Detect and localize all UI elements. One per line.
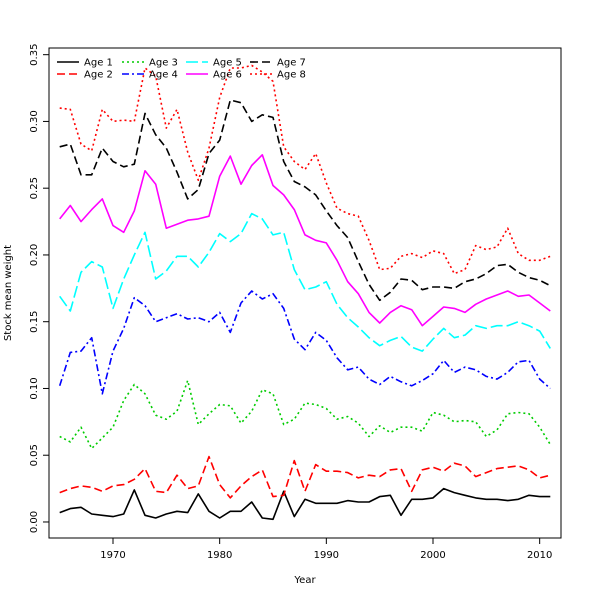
series-line-age-5 [59,212,551,352]
series-line-age-6 [59,154,551,327]
x-tick-label: 1970 [100,550,125,561]
series-line-age-2 [59,455,551,499]
y-tick-label: 0.00 [29,511,40,533]
y-tick-label: 0.30 [29,110,40,132]
series-line-age-3 [59,379,551,450]
legend-entry: Age 2 [84,70,113,81]
legend-entry: Age 8 [277,70,306,81]
series-line-age-7 [59,99,551,302]
x-axis: 1970 1980 1990 2000 2010 [100,538,552,561]
x-tick-label: 1990 [314,550,339,561]
x-axis-label: Year [293,575,316,586]
series-line-age-4 [58,290,551,395]
x-tick-label: 2000 [420,550,445,561]
legend-entry: Age 4 [149,70,178,81]
y-tick-label: 0.20 [29,244,40,266]
y-tick-label: 0.35 [29,44,40,66]
series-lines [58,64,551,521]
x-tick-label: 1980 [207,550,232,561]
y-tick-label: 0.05 [29,444,40,466]
y-tick-label: 0.25 [29,177,40,199]
legend-entry: Age 5 [213,58,242,69]
y-axis: 0.00 0.05 0.10 0.15 0.20 0.25 0.30 0.35 [29,44,49,533]
legend-entry: Age 6 [213,70,242,81]
x-tick-label: 2010 [527,550,552,561]
plot-frame [48,47,562,539]
legend-entry: Age 1 [84,58,113,69]
y-tick-label: 0.15 [29,311,40,333]
series-line-age-8 [59,64,551,275]
legend-entry: Age 3 [149,58,178,69]
y-tick-label: 0.10 [29,377,40,399]
y-axis-label: Stock mean weight [3,245,14,341]
legend-entry: Age 7 [277,58,306,69]
series-line-age-1 [59,487,551,521]
